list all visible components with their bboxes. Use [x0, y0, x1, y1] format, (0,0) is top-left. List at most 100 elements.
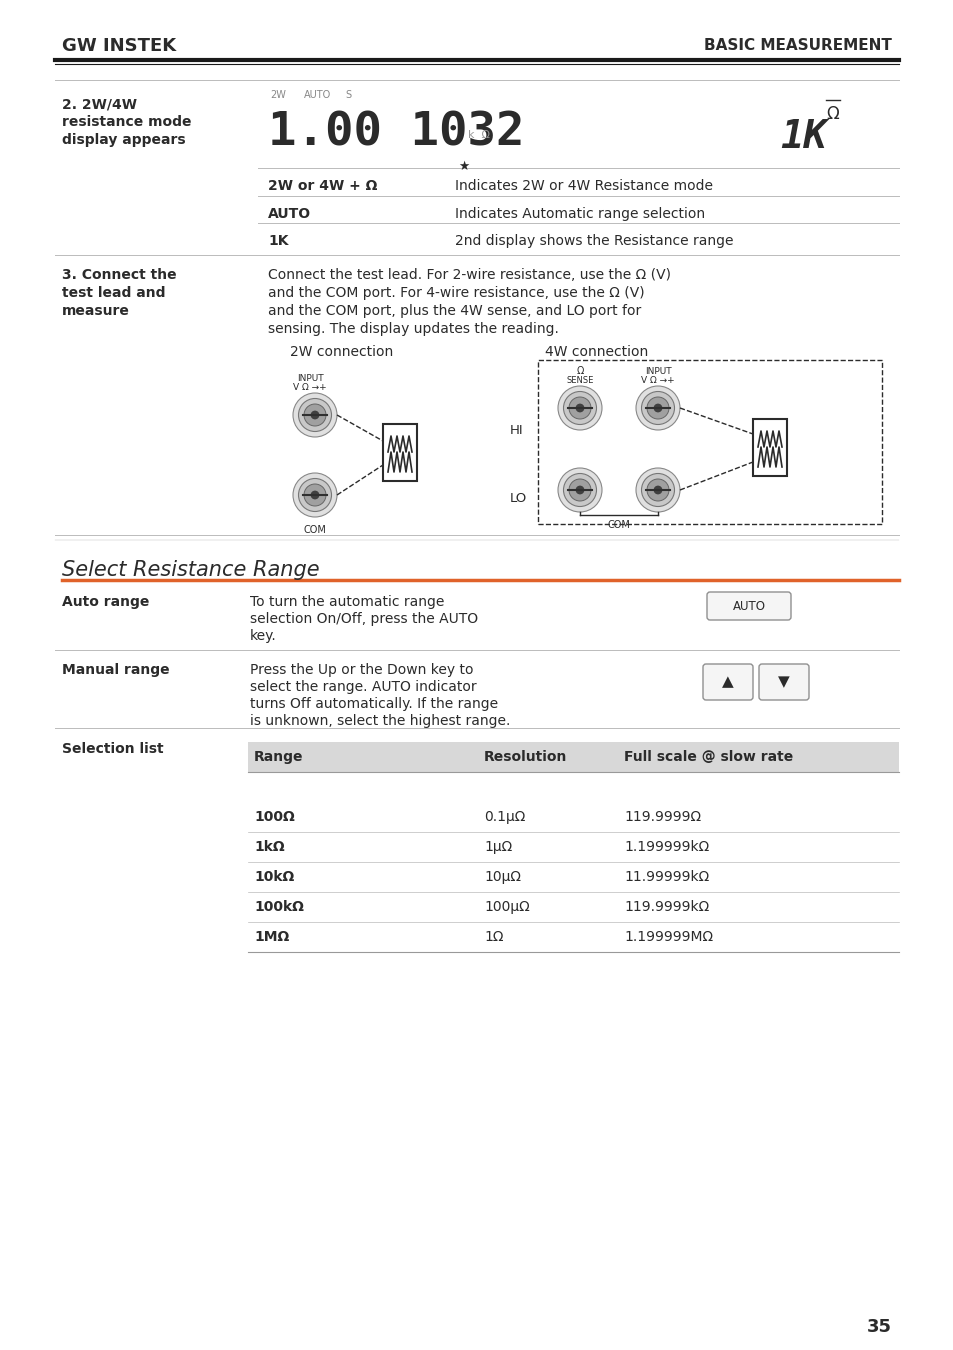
Text: ★: ★ — [457, 161, 469, 173]
Text: select the range. AUTO indicator: select the range. AUTO indicator — [250, 680, 476, 694]
Text: 10kΩ: 10kΩ — [253, 869, 294, 884]
Circle shape — [304, 485, 326, 506]
Text: GW INSTEK: GW INSTEK — [62, 36, 176, 55]
Text: resistance mode: resistance mode — [62, 115, 192, 130]
Text: Auto range: Auto range — [62, 595, 150, 609]
Circle shape — [298, 478, 331, 512]
Circle shape — [568, 479, 590, 501]
Text: Select Resistance Range: Select Resistance Range — [62, 560, 319, 580]
FancyBboxPatch shape — [702, 664, 752, 701]
Text: and the COM port, plus the 4W sense, and LO port for: and the COM port, plus the 4W sense, and… — [268, 304, 640, 319]
Text: COM: COM — [303, 525, 326, 535]
Text: Range: Range — [253, 751, 303, 764]
Text: ▲: ▲ — [721, 675, 733, 690]
Text: Ω: Ω — [825, 105, 838, 123]
Text: 2nd display shows the Resistance range: 2nd display shows the Resistance range — [455, 234, 733, 248]
Circle shape — [640, 392, 674, 424]
Circle shape — [653, 404, 661, 412]
Circle shape — [311, 410, 319, 420]
Circle shape — [575, 486, 584, 494]
Text: Selection list: Selection list — [62, 743, 164, 756]
Circle shape — [304, 404, 326, 427]
Text: measure: measure — [62, 304, 130, 319]
FancyBboxPatch shape — [382, 424, 416, 481]
Text: LO: LO — [510, 491, 527, 505]
Text: 3. Connect the: 3. Connect the — [62, 269, 176, 282]
Text: Indicates Automatic range selection: Indicates Automatic range selection — [455, 207, 704, 221]
Text: AUTO: AUTO — [732, 599, 764, 613]
Text: Manual range: Manual range — [62, 663, 170, 676]
Text: 1K: 1K — [780, 117, 826, 157]
Circle shape — [646, 479, 668, 501]
Circle shape — [636, 468, 679, 512]
Circle shape — [636, 386, 679, 431]
Text: test lead and: test lead and — [62, 286, 165, 300]
Text: k  Ω: k Ω — [468, 130, 490, 140]
Text: Press the Up or the Down key to: Press the Up or the Down key to — [250, 663, 473, 676]
Text: 0.1μΩ: 0.1μΩ — [483, 810, 525, 824]
Text: 1.199999kΩ: 1.199999kΩ — [623, 840, 708, 855]
Text: Full scale @ slow rate: Full scale @ slow rate — [623, 751, 792, 764]
FancyBboxPatch shape — [706, 593, 790, 620]
Bar — [248, 743, 898, 772]
Circle shape — [558, 386, 601, 431]
Text: is unknown, select the highest range.: is unknown, select the highest range. — [250, 714, 510, 728]
Circle shape — [293, 393, 336, 437]
Text: 1μΩ: 1μΩ — [483, 840, 512, 855]
Circle shape — [640, 474, 674, 506]
Text: 2W connection: 2W connection — [290, 346, 393, 359]
Text: 4W connection: 4W connection — [544, 346, 648, 359]
Text: ▼: ▼ — [778, 675, 789, 690]
Text: Indicates 2W or 4W Resistance mode: Indicates 2W or 4W Resistance mode — [455, 180, 712, 193]
Circle shape — [563, 474, 596, 506]
Text: COM: COM — [607, 520, 630, 531]
Text: sensing. The display updates the reading.: sensing. The display updates the reading… — [268, 323, 558, 336]
Text: 100kΩ: 100kΩ — [253, 900, 304, 914]
Text: 1Ω: 1Ω — [483, 930, 503, 944]
Text: 35: 35 — [866, 1318, 891, 1336]
Text: 2W: 2W — [270, 90, 286, 100]
Text: V Ω →+: V Ω →+ — [640, 377, 674, 385]
Circle shape — [568, 397, 590, 418]
Text: INPUT: INPUT — [644, 367, 671, 377]
Text: selection On/Off, press the AUTO: selection On/Off, press the AUTO — [250, 612, 477, 626]
Text: SENSE: SENSE — [566, 377, 593, 385]
Circle shape — [298, 398, 331, 432]
FancyBboxPatch shape — [752, 418, 786, 477]
Text: turns Off automatically. If the range: turns Off automatically. If the range — [250, 697, 497, 711]
Text: 119.9999Ω: 119.9999Ω — [623, 810, 700, 824]
FancyBboxPatch shape — [759, 664, 808, 701]
Text: S: S — [345, 90, 351, 100]
Text: 1K: 1K — [268, 234, 288, 248]
Text: 10μΩ: 10μΩ — [483, 869, 520, 884]
Text: 2. 2W/4W: 2. 2W/4W — [62, 97, 137, 111]
Text: key.: key. — [250, 629, 276, 643]
Circle shape — [575, 404, 584, 412]
Text: AUTO: AUTO — [304, 90, 331, 100]
Text: display appears: display appears — [62, 134, 186, 147]
Circle shape — [646, 397, 668, 418]
Text: Resolution: Resolution — [483, 751, 567, 764]
Text: HI: HI — [510, 424, 523, 436]
Text: 1MΩ: 1MΩ — [253, 930, 289, 944]
Text: 1.00 1032: 1.00 1032 — [268, 109, 524, 155]
Text: BASIC MEASUREMENT: BASIC MEASUREMENT — [703, 39, 891, 54]
Circle shape — [311, 490, 319, 500]
Text: INPUT: INPUT — [296, 374, 323, 383]
Text: 2W or 4W + Ω: 2W or 4W + Ω — [268, 180, 377, 193]
Text: 100Ω: 100Ω — [253, 810, 294, 824]
Text: Ω: Ω — [576, 366, 583, 377]
Circle shape — [653, 486, 661, 494]
Circle shape — [563, 392, 596, 424]
Text: 11.99999kΩ: 11.99999kΩ — [623, 869, 708, 884]
Text: Connect the test lead. For 2-wire resistance, use the Ω (V): Connect the test lead. For 2-wire resist… — [268, 269, 670, 282]
Text: AUTO: AUTO — [268, 207, 311, 221]
Text: 100μΩ: 100μΩ — [483, 900, 529, 914]
Text: V Ω →+: V Ω →+ — [293, 383, 327, 392]
Circle shape — [293, 472, 336, 517]
Text: To turn the automatic range: To turn the automatic range — [250, 595, 444, 609]
Text: 1.199999MΩ: 1.199999MΩ — [623, 930, 713, 944]
Text: 1kΩ: 1kΩ — [253, 840, 284, 855]
Text: 119.9999kΩ: 119.9999kΩ — [623, 900, 708, 914]
Circle shape — [558, 468, 601, 512]
